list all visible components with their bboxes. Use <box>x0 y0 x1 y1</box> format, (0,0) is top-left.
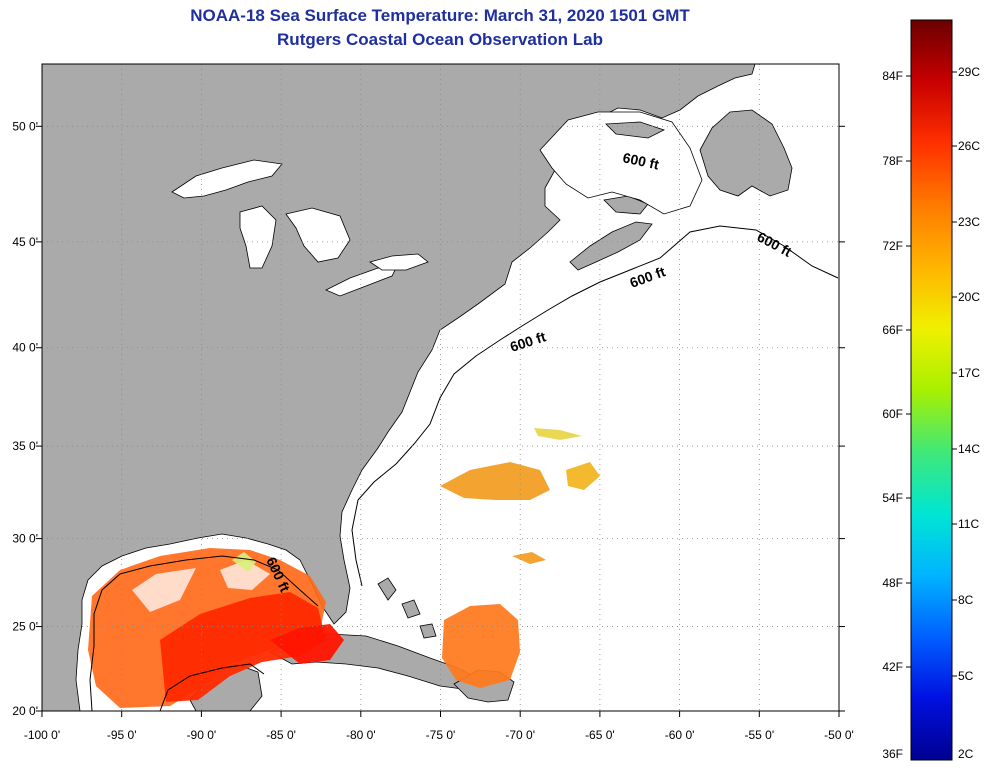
map-title-line2: Rutgers Coastal Ocean Observation Lab <box>277 30 603 49</box>
colorbar-f-label: 36F <box>882 747 903 761</box>
colorbar-c-label: 26C <box>958 139 980 153</box>
sst-atlantic-yellow <box>534 428 582 440</box>
y-tick-label: 20 0' <box>12 704 38 718</box>
x-tick-label: -75 0' <box>426 728 456 742</box>
lake-ontario <box>369 253 429 271</box>
colorbar-c-label: 8C <box>958 593 974 607</box>
colorbar-fahrenheit-labels: 84F 78F 72F 66F 60F 54F 48F 42F 36F <box>882 69 911 761</box>
lake-huron <box>285 207 351 263</box>
y-tick-label: 50 0' <box>12 119 38 133</box>
colorbar-c-label: 29C <box>958 65 980 79</box>
contour-label-1: 600 ft <box>621 149 660 172</box>
colorbar-c-label: 5C <box>958 669 974 683</box>
isobath-600ft <box>351 225 839 587</box>
y-tick-label: 40 0' <box>12 341 38 355</box>
colorbar-f-label: 60F <box>882 407 903 421</box>
x-tick-label: -100 0' <box>24 728 60 742</box>
colorbar-f-label: 66F <box>882 323 903 337</box>
sst-gulf-pale <box>132 560 270 612</box>
colorbar-c-label: 20C <box>958 290 980 304</box>
x-tick-label: -65 0' <box>585 728 615 742</box>
colorbar <box>910 19 953 761</box>
sst-atlantic-mid <box>440 462 550 500</box>
colorbar-f-label: 78F <box>882 154 903 168</box>
y-axis: 50 0' 45 0' 40 0' 35 0' 30 0' 25 0' 20 0' <box>12 119 845 718</box>
sst-atlantic-south <box>442 604 520 688</box>
isobath-600ft-gulf <box>89 555 319 711</box>
colorbar-f-label: 72F <box>882 239 903 253</box>
land-anticosti <box>605 121 666 139</box>
colorbar-c-label: 11C <box>958 517 979 531</box>
gulf-st-lawrence <box>539 111 703 215</box>
colorbar-c-label: 23C <box>958 215 980 229</box>
lake-michigan <box>239 205 277 269</box>
isobath-600ft-yucatan <box>159 663 265 711</box>
x-tick-label: -60 0' <box>665 728 695 742</box>
lake-superior <box>171 159 283 199</box>
y-tick-label: 30 0' <box>12 532 38 546</box>
x-axis: -100 0' -95 0' -90 0' -85 0' -80 0' -75 0' -70… <box>24 711 854 742</box>
sst-gulf-yellow <box>232 552 256 572</box>
sst-atlantic-east <box>566 462 600 490</box>
colorbar-f-label: 84F <box>882 69 903 83</box>
land-bahamas <box>377 577 437 639</box>
y-tick-label: 25 0' <box>12 620 38 634</box>
y-tick-label: 35 0' <box>12 439 38 453</box>
x-tick-label: -55 0' <box>744 728 774 742</box>
map-title-line1: NOAA-18 Sea Surface Temperature: March 3… <box>190 6 690 25</box>
colorbar-celsius-labels: 29C 26C 23C 20C 17C 14C 11C 8C 5C 2C <box>952 65 980 761</box>
land-newfoundland <box>699 109 793 197</box>
x-tick-label: -70 0' <box>505 728 535 742</box>
x-tick-label: -90 0' <box>187 728 217 742</box>
colorbar-c-label: 14C <box>958 442 980 456</box>
colorbar-f-label: 54F <box>882 491 903 505</box>
x-tick-label: -50 0' <box>824 728 854 742</box>
land-prince-edward <box>603 195 649 215</box>
y-tick-label: 45 0' <box>12 235 38 249</box>
colorbar-c-label: 17C <box>958 366 980 380</box>
colorbar-f-label: 42F <box>882 660 903 674</box>
x-tick-label: -95 0' <box>107 728 137 742</box>
colorbar-f-label: 48F <box>882 576 903 590</box>
x-tick-label: -80 0' <box>346 728 376 742</box>
land-nova-scotia <box>569 221 653 271</box>
sst-caribbean-red <box>270 624 344 664</box>
x-tick-label: -85 0' <box>266 728 296 742</box>
colorbar-c-label: 2C <box>958 747 974 761</box>
